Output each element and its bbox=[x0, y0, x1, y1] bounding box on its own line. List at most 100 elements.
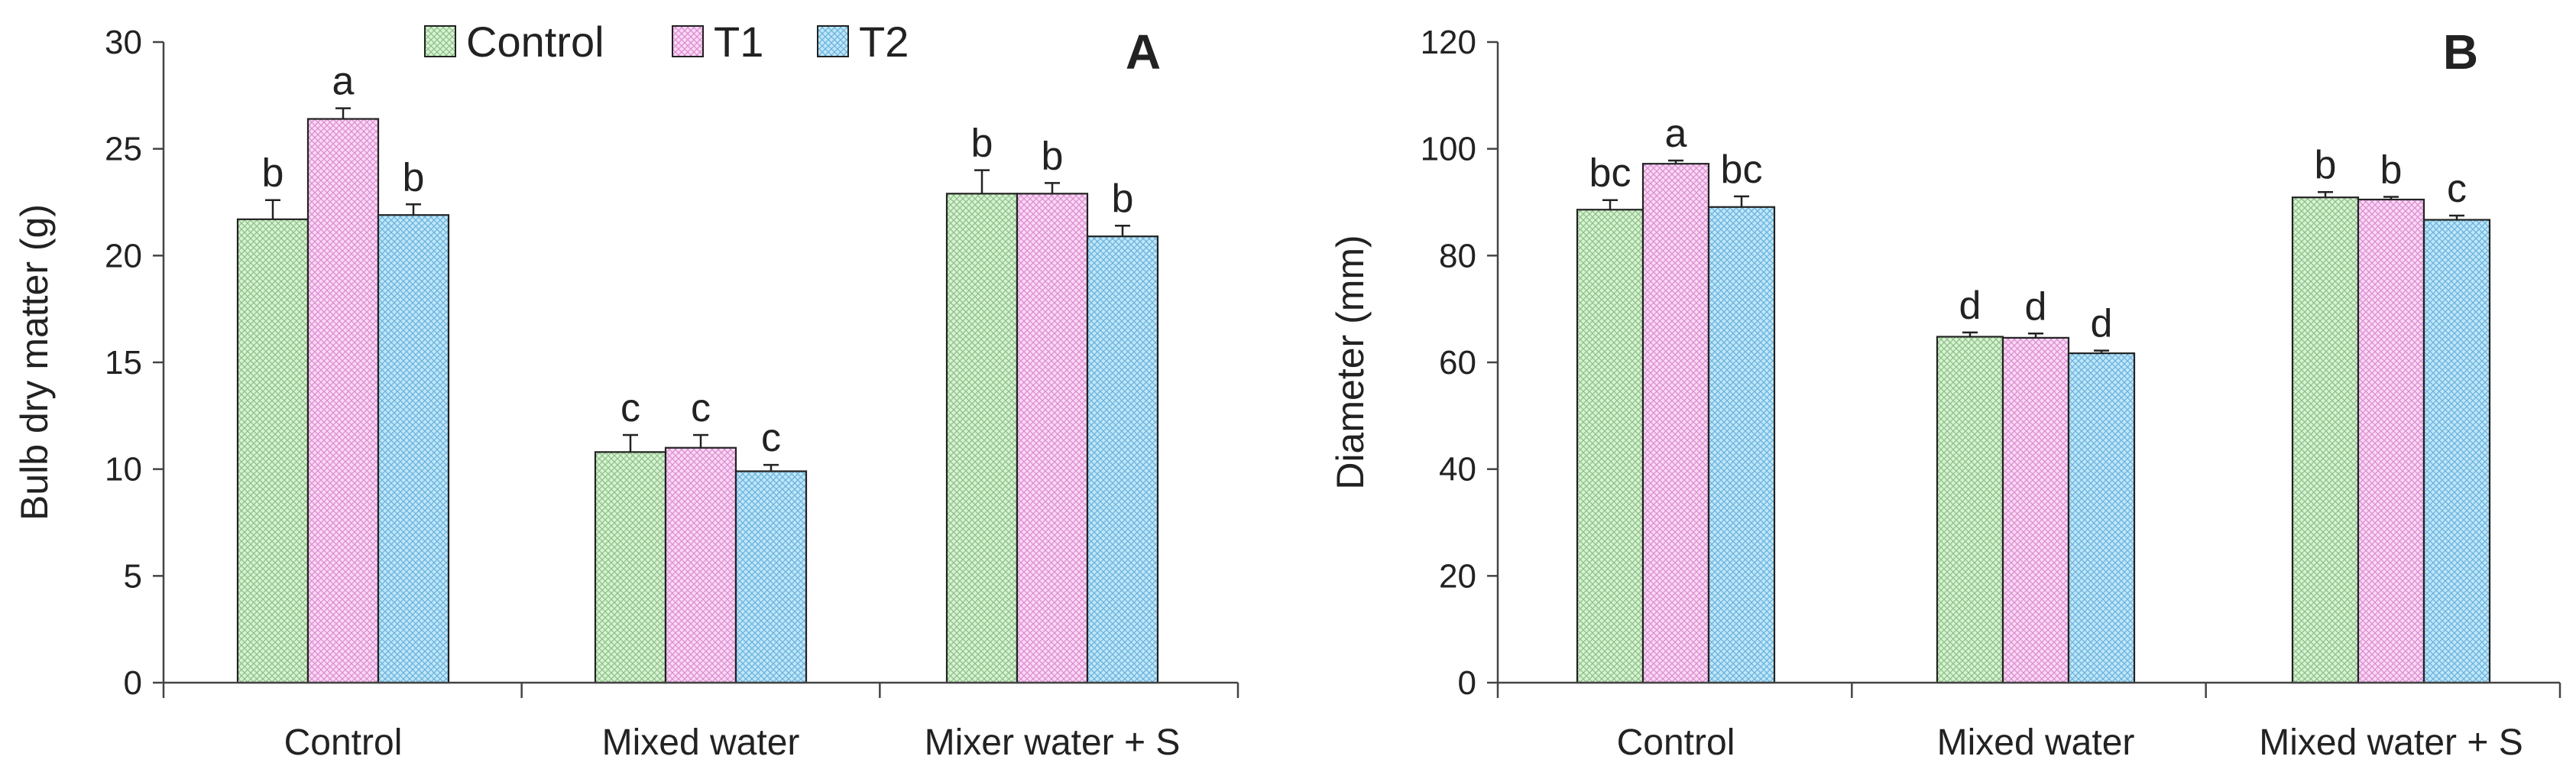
panel-b-error-bar-t1-control bbox=[1668, 159, 1683, 164]
panel-a-error-bars bbox=[265, 107, 1130, 472]
panel-a-y-tick-label: 25 bbox=[105, 131, 142, 168]
panel-a-error-bar-control-mixer-water-s bbox=[974, 169, 990, 194]
panel-a-error-bar-control-mixed-water bbox=[623, 433, 638, 453]
legend-label-t2: T2 bbox=[859, 18, 909, 66]
panel-a-significance-label-t2-mixed-water: c bbox=[761, 416, 781, 460]
panel-b-error-bar-t2-mixed-water bbox=[2094, 349, 2109, 354]
panel-a-bar-t2-control bbox=[377, 214, 450, 684]
panel-b-significance-label-t2-control: bc bbox=[1721, 148, 1763, 192]
panel-a-bar-t1-control bbox=[306, 118, 380, 684]
panel-a-y-tick-label: 20 bbox=[105, 237, 142, 274]
panel-a-bar-control-mixed-water bbox=[594, 451, 667, 684]
panel-a-error-bar-t2-mixer-water-s bbox=[1115, 224, 1130, 237]
panel-a-bar-control-mixer-water-s bbox=[945, 193, 1019, 684]
panel-a-y-tick-label: 5 bbox=[124, 557, 142, 595]
panel-b-error-bar-control-mixed-water-s bbox=[2318, 190, 2333, 198]
chart-panel-a: 0 5 10 15 20 25 30 b a b c c c b b b Control Mixed wate… bbox=[13, 24, 1239, 763]
panel-a-bar-t2-mixer-water-s bbox=[1086, 235, 1159, 684]
panel-a-error-bar-control-control bbox=[265, 199, 280, 219]
panel-b-significance-label-t1-mixed-water: d bbox=[2025, 284, 2047, 329]
panel-b-error-bar-control-control bbox=[1602, 199, 1618, 210]
panel-a-category-label-mixed-water: Mixed water bbox=[602, 722, 800, 763]
panel-b-significance-label-control-mixed-water-s: b bbox=[2315, 143, 2337, 187]
panel-b-letter: B bbox=[2443, 24, 2478, 80]
panel-a-category-label-mixer-water-s: Mixer water + S bbox=[925, 722, 1181, 763]
legend-item-t1: T1 bbox=[672, 18, 763, 66]
panel-a-y-axis-ticks: 0 5 10 15 20 25 30 bbox=[105, 24, 164, 702]
panel-b-error-bar-control-mixed-water bbox=[1962, 331, 1978, 337]
panel-a-x-axis-ticks bbox=[162, 683, 1239, 698]
panel-a-bar-t1-mixed-water bbox=[664, 446, 737, 684]
legend-swatch-t1 bbox=[672, 25, 704, 57]
panel-b-category-labels: Control Mixed water Mixed water + S bbox=[1617, 722, 2523, 763]
legend-item-control: Control bbox=[424, 18, 604, 66]
panel-a-letter: A bbox=[1126, 24, 1161, 80]
panel-a-y-tick-label: 10 bbox=[105, 451, 142, 488]
panel-a-error-bar-t2-control bbox=[406, 203, 421, 216]
panel-a-bars bbox=[236, 118, 1159, 684]
panel-b-bar-control-mixed-water-s bbox=[2291, 196, 2360, 684]
panel-b-bar-t1-mixed-water-s bbox=[2357, 198, 2425, 684]
panel-b-bar-t1-control bbox=[1641, 163, 1710, 684]
panel-b-significance-label-control-control: bc bbox=[1589, 151, 1631, 196]
panel-a-bar-control-control bbox=[236, 218, 309, 684]
legend: Control T1 T2 bbox=[424, 18, 909, 66]
panel-b-bar-control-mixed-water bbox=[1936, 336, 2004, 684]
panel-a-error-bar-t1-mixed-water bbox=[693, 433, 708, 448]
panel-b-significance-label-control-mixed-water: d bbox=[1959, 284, 1981, 328]
panel-a-significance-label-t1-control: a bbox=[332, 60, 355, 104]
legend-item-t2: T2 bbox=[817, 18, 909, 66]
legend-swatch-t2 bbox=[817, 25, 849, 57]
panel-a-y-tick-label: 15 bbox=[105, 344, 142, 381]
panel-b-error-bar-t1-mixed-water bbox=[2028, 333, 2043, 338]
panel-b-bar-t2-control bbox=[1707, 206, 1776, 684]
panel-b-y-tick-label: 40 bbox=[1439, 451, 1476, 488]
panel-b-category-label-mixed-water-s: Mixed water + S bbox=[2259, 722, 2523, 763]
legend-label-t1: T1 bbox=[714, 18, 763, 66]
panel-a-significance-label-control-control: b bbox=[262, 151, 284, 196]
panel-b-bar-control-control bbox=[1576, 209, 1644, 684]
panel-b-significance-label-t2-mixed-water: d bbox=[2091, 302, 2113, 346]
panel-a-error-bar-t1-control bbox=[335, 107, 351, 119]
panel-a-y-axis-title: Bulb dry matter (g) bbox=[13, 204, 56, 521]
panel-b-error-bar-t2-control bbox=[1734, 195, 1749, 207]
panel-b-y-tick-label: 120 bbox=[1421, 24, 1476, 61]
panel-b-bar-t2-mixed-water-s bbox=[2422, 219, 2491, 684]
panel-b-category-label-control: Control bbox=[1617, 722, 1735, 763]
panel-a-error-bar-t2-mixed-water bbox=[763, 463, 779, 472]
legend-label-control: Control bbox=[466, 18, 604, 66]
panel-b-error-bar-t1-mixed-water-s bbox=[2383, 196, 2399, 200]
panel-b-bars bbox=[1576, 163, 2491, 684]
panel-b-category-label-mixed-water: Mixed water bbox=[1937, 722, 2135, 763]
panel-b-y-tick-label: 80 bbox=[1439, 237, 1476, 274]
panel-b-y-axis-ticks: 0 20 40 60 80 100 120 bbox=[1421, 24, 1498, 702]
panel-a-bar-t1-mixer-water-s bbox=[1016, 193, 1089, 684]
panel-b-y-tick-label: 0 bbox=[1458, 664, 1476, 702]
panel-b-significance-label-t1-mixed-water-s: b bbox=[2380, 148, 2403, 193]
panel-b-y-tick-label: 20 bbox=[1439, 557, 1476, 595]
panel-a-error-bar-t1-mixer-water-s bbox=[1045, 182, 1060, 194]
panel-b-y-tick-label: 60 bbox=[1439, 344, 1476, 381]
panel-a-y-tick-label: 30 bbox=[105, 24, 142, 61]
legend-swatch-control bbox=[424, 25, 456, 57]
panel-a-significance-label-t2-mixer-water-s: b bbox=[1112, 177, 1134, 221]
panel-b-x-axis-ticks bbox=[1496, 683, 2561, 698]
panel-a-significance-label-control-mixed-water: c bbox=[621, 386, 640, 430]
panel-a-bar-t2-mixed-water bbox=[734, 470, 808, 684]
panel-b-significance-label-t2-mixed-water-s: c bbox=[2447, 167, 2467, 211]
panel-a-significance-label-control-mixer-water-s: b bbox=[971, 122, 993, 166]
panel-b-error-bars bbox=[1602, 159, 2464, 354]
panel-b-y-axis-title: Diameter (mm) bbox=[1329, 235, 1372, 489]
panel-a-category-labels: Control Mixed water Mixer water + S bbox=[284, 722, 1181, 763]
panel-b-bar-t2-mixed-water bbox=[2067, 352, 2136, 684]
panel-b-significance-label-t1-control: a bbox=[1665, 112, 1687, 156]
panel-a-significance-label-t1-mixer-water-s: b bbox=[1042, 134, 1064, 178]
panel-a-significance-label-t2-control: b bbox=[403, 155, 425, 200]
panel-b-y-tick-label: 100 bbox=[1421, 131, 1476, 168]
panel-a-category-label-control: Control bbox=[284, 722, 403, 763]
panel-b-bar-t1-mixed-water bbox=[2001, 336, 2070, 684]
panel-a-significance-labels: b a b c c c b b b bbox=[262, 60, 1134, 460]
